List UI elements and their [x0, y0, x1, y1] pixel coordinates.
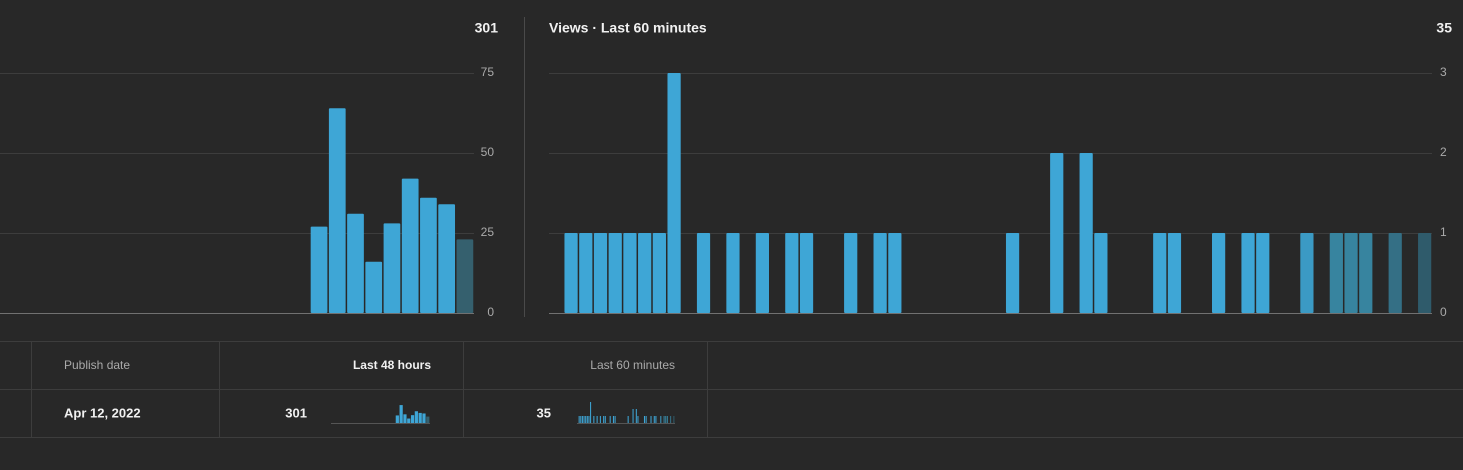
- sparkline-bar: [604, 416, 606, 423]
- sparkline-bar: [403, 414, 407, 423]
- chart-title: Views · Last 60 minutes: [549, 20, 707, 36]
- bar: [383, 223, 401, 313]
- bar: [873, 233, 887, 313]
- sparkline-bar: [660, 416, 662, 423]
- sparkline-bar: [637, 416, 639, 423]
- sparkline-bar: [627, 416, 629, 423]
- bar: [1300, 233, 1314, 313]
- y-tick-label: 25: [481, 225, 495, 239]
- bar: [1344, 233, 1358, 313]
- bar: [456, 239, 474, 313]
- bar: [1241, 233, 1255, 313]
- bar: [888, 233, 902, 313]
- bar: [1359, 233, 1373, 313]
- sparkline-bar: [422, 413, 426, 423]
- bar: [785, 233, 799, 313]
- sparkline-bar: [643, 416, 645, 423]
- sparkline-bar: [593, 416, 595, 423]
- sparkline-bar: [666, 416, 668, 423]
- y-tick-label: 75: [481, 65, 495, 79]
- sparkline-bar: [596, 416, 598, 423]
- sparkline-bar: [663, 416, 665, 423]
- bar: [1079, 153, 1093, 313]
- sparkline-bar: [655, 416, 657, 423]
- bar: [579, 233, 593, 313]
- chart-total: 301: [475, 20, 499, 36]
- sparkline-bar: [665, 416, 667, 423]
- bar: [401, 178, 419, 313]
- sparkline-bar: [418, 412, 422, 423]
- bar: [608, 233, 622, 313]
- bar: [799, 233, 814, 313]
- sparkline-bar: [583, 416, 585, 423]
- y-tick-label: 2: [1440, 145, 1447, 159]
- bar: [623, 233, 637, 313]
- bar: [593, 233, 608, 313]
- bar: [347, 213, 364, 313]
- bar: [1005, 233, 1020, 313]
- bar: [564, 233, 578, 313]
- sparkline-bar: [612, 416, 614, 423]
- views-48h: 301: [285, 405, 307, 420]
- sparkline-bar: [585, 416, 587, 423]
- sparkline-bar: [588, 416, 590, 423]
- sparkline-bar: [609, 416, 611, 423]
- sparkline-bar: [635, 409, 637, 423]
- bar: [1329, 233, 1343, 313]
- column-header[interactable]: Last 60 minutes: [590, 358, 675, 372]
- sparkline-bar: [426, 416, 430, 423]
- sparkline-bar: [399, 405, 403, 423]
- publish-date: Apr 12, 2022: [64, 405, 141, 420]
- sparkline-bar: [586, 416, 588, 423]
- sparkline-bar: [650, 416, 652, 423]
- bar: [438, 204, 456, 313]
- bar: [420, 197, 437, 313]
- bar: [844, 233, 858, 313]
- y-tick-label: 1: [1440, 225, 1447, 239]
- sparkline-bar: [407, 418, 411, 423]
- y-tick-label: 50: [481, 145, 495, 159]
- bar: [1256, 233, 1270, 313]
- sparkline-bar: [653, 416, 655, 423]
- bar: [1153, 233, 1167, 313]
- sparkline-bar: [395, 415, 399, 423]
- column-header[interactable]: Last 48 hours: [353, 358, 431, 372]
- bar: [652, 233, 666, 313]
- bar: [1212, 233, 1226, 313]
- bar: [1167, 233, 1182, 313]
- y-tick-label: 3: [1440, 65, 1447, 79]
- sparkline-bar: [581, 416, 583, 423]
- sparkline-bar: [599, 416, 601, 423]
- sparkline-bar: [578, 416, 580, 423]
- bar: [726, 233, 740, 313]
- sparkline-bar: [580, 416, 582, 423]
- sparkline-bar: [614, 416, 616, 423]
- views-60m: 35: [537, 405, 551, 420]
- sparkline-bar: [645, 416, 647, 423]
- sparkline-bar: [590, 402, 592, 423]
- sparkline-bar: [410, 415, 415, 423]
- sparkline-bar: [632, 409, 634, 423]
- sparkline-bar: [670, 416, 672, 423]
- bar: [1418, 233, 1432, 313]
- bar: [1388, 233, 1402, 313]
- bar: [1050, 153, 1064, 313]
- sparkline-bar: [673, 416, 675, 423]
- sparkline-bar: [414, 411, 418, 423]
- column-header[interactable]: Publish date: [64, 358, 130, 372]
- bar: [310, 226, 328, 313]
- y-tick-label: 0: [487, 305, 494, 319]
- chart-total: 35: [1436, 20, 1452, 36]
- bar: [667, 73, 681, 313]
- bar: [1094, 233, 1108, 313]
- bar: [365, 261, 383, 313]
- sparkline-bar: [603, 416, 605, 423]
- y-tick-label: 0: [1440, 305, 1447, 319]
- bar: [755, 233, 769, 313]
- bar: [696, 233, 711, 313]
- bar: [328, 108, 346, 313]
- bar: [638, 233, 652, 313]
